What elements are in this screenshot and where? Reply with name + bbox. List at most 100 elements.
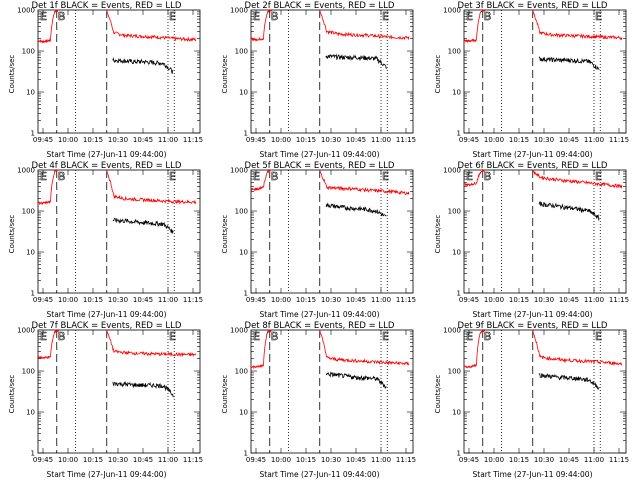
chart-panel-2: Det 2f BLACK = Events, RED = LLD Start Ti…	[213, 0, 426, 160]
y-tick-label: 1000	[17, 167, 35, 175]
x-tick-label: 10:30	[108, 456, 128, 464]
y-tick-label: 100	[448, 208, 461, 216]
y-tick-label: 10	[452, 249, 461, 257]
red-lld-series	[532, 329, 623, 366]
x-tick-label: 11:00	[371, 296, 391, 304]
x-tick-label: 10:15	[83, 296, 103, 304]
y-tick-label: 1	[244, 450, 248, 458]
y-tick-label: 1000	[230, 327, 248, 335]
red-lld-series	[106, 329, 197, 358]
red-lld-series	[250, 8, 273, 42]
x-axis-label: Start Time (27-Jun-11 09:44:00)	[46, 150, 167, 159]
y-tick-label: 10	[26, 89, 35, 97]
x-tick-label: 10:45	[346, 136, 366, 144]
x-tick-label: 10:00	[58, 296, 78, 304]
x-tick-label: 10:30	[534, 296, 554, 304]
black-events-series	[112, 57, 174, 74]
y-tick-label: 1	[244, 130, 248, 138]
y-tick-label: 100	[235, 48, 248, 56]
marker-label: E	[382, 170, 389, 183]
marker-label: B	[484, 10, 492, 23]
x-axis-label: Start Time (27-Jun-11 09:44:00)	[472, 150, 593, 159]
x-tick-label: 11:15	[396, 456, 416, 464]
x-tick-label: 09:45	[33, 296, 53, 304]
x-tick-label: 10:00	[58, 456, 78, 464]
plot-svg: 1 10 100 1000 09:45 10:00 10:15 10:30 10:45 11:00…	[443, 327, 629, 465]
y-tick-label: 10	[26, 409, 35, 417]
red-lld-series	[319, 329, 410, 366]
y-tick-label: 1000	[443, 327, 461, 335]
plot-svg: 1 10 100 1000 09:45 10:00 10:15 10:30 10:45 11:00…	[17, 167, 203, 305]
x-tick-label: 10:00	[271, 456, 291, 464]
x-axis-label: Start Time (27-Jun-11 09:44:00)	[259, 150, 380, 159]
x-tick-label: 11:00	[584, 456, 604, 464]
red-lld-series	[250, 329, 272, 370]
marker-label: E	[40, 330, 47, 343]
marker-label: E	[40, 170, 47, 183]
marker-label: B	[484, 330, 492, 343]
marker-label: E	[382, 10, 389, 23]
x-tick-label: 10:45	[559, 456, 579, 464]
red-lld-series	[106, 9, 197, 43]
plot-frame	[463, 169, 627, 294]
y-tick-label: 10	[452, 409, 461, 417]
y-tick-label: 1000	[443, 7, 461, 15]
plot-svg: 1 10 100 1000 09:45 10:00 10:15 10:30 10:45 11:00…	[443, 7, 629, 145]
plot-frame	[463, 9, 627, 134]
chart-title: Det 2f BLACK = Events, RED = LLD	[244, 1, 395, 11]
x-tick-label: 09:45	[459, 456, 479, 464]
y-tick-label: 1000	[443, 167, 461, 175]
x-axis-label: Start Time (27-Jun-11 09:44:00)	[259, 310, 380, 319]
red-lld-series	[37, 169, 60, 206]
marker-label: E	[169, 170, 176, 183]
x-tick-label: 10:00	[484, 136, 504, 144]
x-tick-label: 10:30	[108, 136, 128, 144]
plot-frame	[250, 9, 414, 134]
plot-svg: 1 10 100 1000 09:45 10:00 10:15 10:30 10:45 11:00…	[443, 167, 629, 305]
y-tick-label: 100	[22, 208, 35, 216]
x-tick-label: 11:00	[158, 296, 178, 304]
x-tick-label: 10:15	[509, 136, 529, 144]
chart-panel-8: Det 8f BLACK = Events, RED = LLD Start Ti…	[213, 320, 426, 480]
x-tick-label: 11:00	[158, 136, 178, 144]
y-tick-label: 100	[448, 368, 461, 376]
marker-label: E	[466, 330, 473, 343]
marker-label: E	[253, 330, 260, 343]
x-tick-label: 10:00	[58, 136, 78, 144]
x-tick-label: 10:30	[534, 136, 554, 144]
x-tick-label: 11:00	[584, 136, 604, 144]
x-tick-label: 10:45	[559, 296, 579, 304]
black-events-series	[325, 53, 387, 70]
x-tick-label: 09:45	[33, 136, 53, 144]
plot-frame	[250, 169, 414, 294]
x-tick-label: 11:00	[371, 456, 391, 464]
x-tick-label: 10:00	[271, 136, 291, 144]
chart-title: Det 7f BLACK = Events, RED = LLD	[31, 321, 182, 331]
red-lld-series	[106, 169, 197, 205]
x-axis-label: Start Time (27-Jun-11 09:44:00)	[472, 310, 593, 319]
x-tick-label: 11:15	[183, 456, 203, 464]
y-tick-label: 1	[31, 290, 35, 298]
x-tick-label: 10:15	[83, 136, 103, 144]
red-lld-series	[250, 169, 272, 192]
plot-svg: 1 10 100 1000 09:45 10:00 10:15 10:30 10:45 11:00…	[230, 167, 416, 305]
y-tick-label: 1000	[230, 7, 248, 15]
x-tick-label: 10:45	[133, 136, 153, 144]
plot-frame	[37, 329, 201, 454]
y-tick-label: 10	[239, 409, 248, 417]
x-axis-label: Start Time (27-Jun-11 09:44:00)	[472, 470, 593, 479]
y-tick-label: 100	[235, 368, 248, 376]
y-tick-label: 1000	[17, 7, 35, 15]
x-tick-label: 10:15	[296, 456, 316, 464]
x-tick-label: 10:45	[559, 136, 579, 144]
y-tick-label: 1	[31, 450, 35, 458]
y-tick-label: 1000	[17, 327, 35, 335]
x-tick-label: 10:15	[509, 456, 529, 464]
red-lld-series	[532, 169, 623, 189]
y-tick-label: 1	[31, 130, 35, 138]
black-events-series	[325, 371, 387, 389]
y-tick-label: 1	[457, 290, 461, 298]
x-tick-label: 10:00	[271, 296, 291, 304]
marker-label: B	[271, 10, 279, 23]
x-tick-label: 10:00	[484, 296, 504, 304]
